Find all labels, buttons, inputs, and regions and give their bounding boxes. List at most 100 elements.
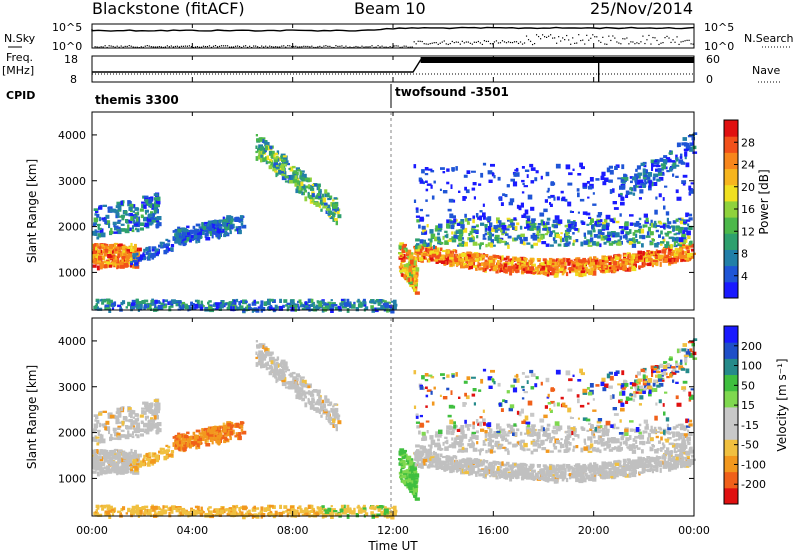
freq-unit-label: [MHz] — [2, 64, 34, 77]
power-cell — [450, 263, 454, 266]
power-cell — [603, 264, 608, 267]
power-cell — [111, 305, 114, 308]
power-cell — [407, 261, 410, 264]
power-cell — [545, 221, 550, 226]
power-cell — [364, 306, 369, 311]
power-cell — [449, 220, 455, 224]
velocity-cell — [216, 434, 222, 439]
power-cell — [536, 230, 540, 236]
power-cell — [588, 264, 592, 268]
nsearch-point — [405, 45, 407, 47]
velocity-cell — [257, 361, 261, 366]
power-cell — [95, 230, 100, 233]
velocity-cell — [330, 510, 335, 514]
power-cell — [453, 218, 457, 223]
nsearch-point — [168, 46, 170, 48]
nsearch-point — [604, 43, 606, 45]
power-cell — [448, 198, 454, 203]
power-cell — [332, 212, 336, 217]
nsearch-point — [556, 42, 558, 44]
power-cell — [314, 183, 318, 187]
velocity-cell — [146, 423, 152, 428]
power-cell — [143, 248, 146, 253]
velocity-cell — [239, 510, 242, 514]
velocity-cell — [264, 347, 268, 353]
nsearch-point — [263, 46, 265, 48]
power-cell — [501, 225, 507, 230]
power-cell — [206, 229, 209, 234]
power-cell — [679, 248, 682, 253]
nsearch-point — [363, 46, 365, 48]
power-cell — [553, 224, 558, 229]
power-cell — [521, 179, 525, 183]
power-cell — [161, 303, 167, 307]
velocity-cell — [127, 407, 132, 411]
velocity-cell — [317, 399, 321, 402]
power-cell — [572, 242, 575, 246]
power-cell — [431, 253, 437, 258]
power-cell — [99, 255, 105, 261]
power-cell — [652, 251, 656, 256]
velocity-cell — [197, 441, 202, 445]
power-cell — [529, 163, 534, 168]
power-cell — [174, 241, 178, 244]
power-cell — [451, 231, 454, 235]
velocity-cell — [136, 423, 139, 428]
power-cell — [419, 216, 424, 222]
power-cell — [117, 304, 121, 308]
power-cell — [488, 229, 492, 234]
power-cell — [685, 246, 689, 250]
power-cell — [212, 220, 218, 224]
power-cell — [262, 157, 266, 161]
power-cell — [614, 267, 617, 271]
power-cell — [649, 241, 654, 246]
nsearch-point — [210, 46, 213, 48]
power-cell — [589, 177, 594, 182]
power-cell — [531, 218, 536, 222]
nsearch-point — [491, 43, 494, 45]
power-cell — [612, 235, 615, 238]
power-cell — [278, 169, 282, 175]
velocity-cell — [162, 505, 165, 510]
power-cell — [677, 243, 682, 246]
power-cell — [494, 234, 500, 238]
nsearch-point — [409, 46, 411, 48]
power-cell — [322, 197, 327, 203]
power-cell — [128, 227, 132, 231]
power-cell — [404, 248, 407, 252]
nsearch-point — [477, 40, 479, 43]
power-cell — [487, 226, 492, 231]
power-cell — [546, 217, 551, 221]
power-cell — [229, 228, 232, 232]
nsearch-point — [505, 42, 508, 44]
power-cell — [464, 256, 468, 262]
power-cell — [589, 237, 594, 243]
nsearch-point — [686, 39, 688, 41]
power-cell — [197, 231, 202, 235]
power-cell — [613, 207, 619, 210]
power-cell — [649, 231, 654, 235]
power-cell — [92, 230, 96, 236]
power-cell — [180, 236, 186, 239]
velocity-cell — [92, 436, 96, 442]
velocity-cell — [193, 435, 199, 439]
velocity-cell — [208, 426, 213, 431]
power-cell — [465, 259, 470, 265]
power-cell — [125, 306, 128, 309]
power-cell — [104, 243, 107, 246]
power-cell — [537, 237, 541, 243]
power-cell — [301, 191, 304, 196]
power-cell — [507, 244, 510, 249]
power-cell — [390, 308, 395, 314]
beam-title: Beam 10 — [354, 0, 426, 18]
velocity-cell — [129, 409, 134, 414]
velocity-cell — [230, 421, 233, 425]
nsearch-point — [628, 43, 630, 45]
power-cell — [658, 258, 663, 262]
nsearch-point — [108, 45, 110, 47]
velocity-cell — [106, 504, 111, 508]
power-cell — [624, 226, 629, 230]
nsearch-point — [489, 43, 492, 45]
power-cell — [410, 269, 415, 273]
power-cell — [114, 225, 118, 231]
